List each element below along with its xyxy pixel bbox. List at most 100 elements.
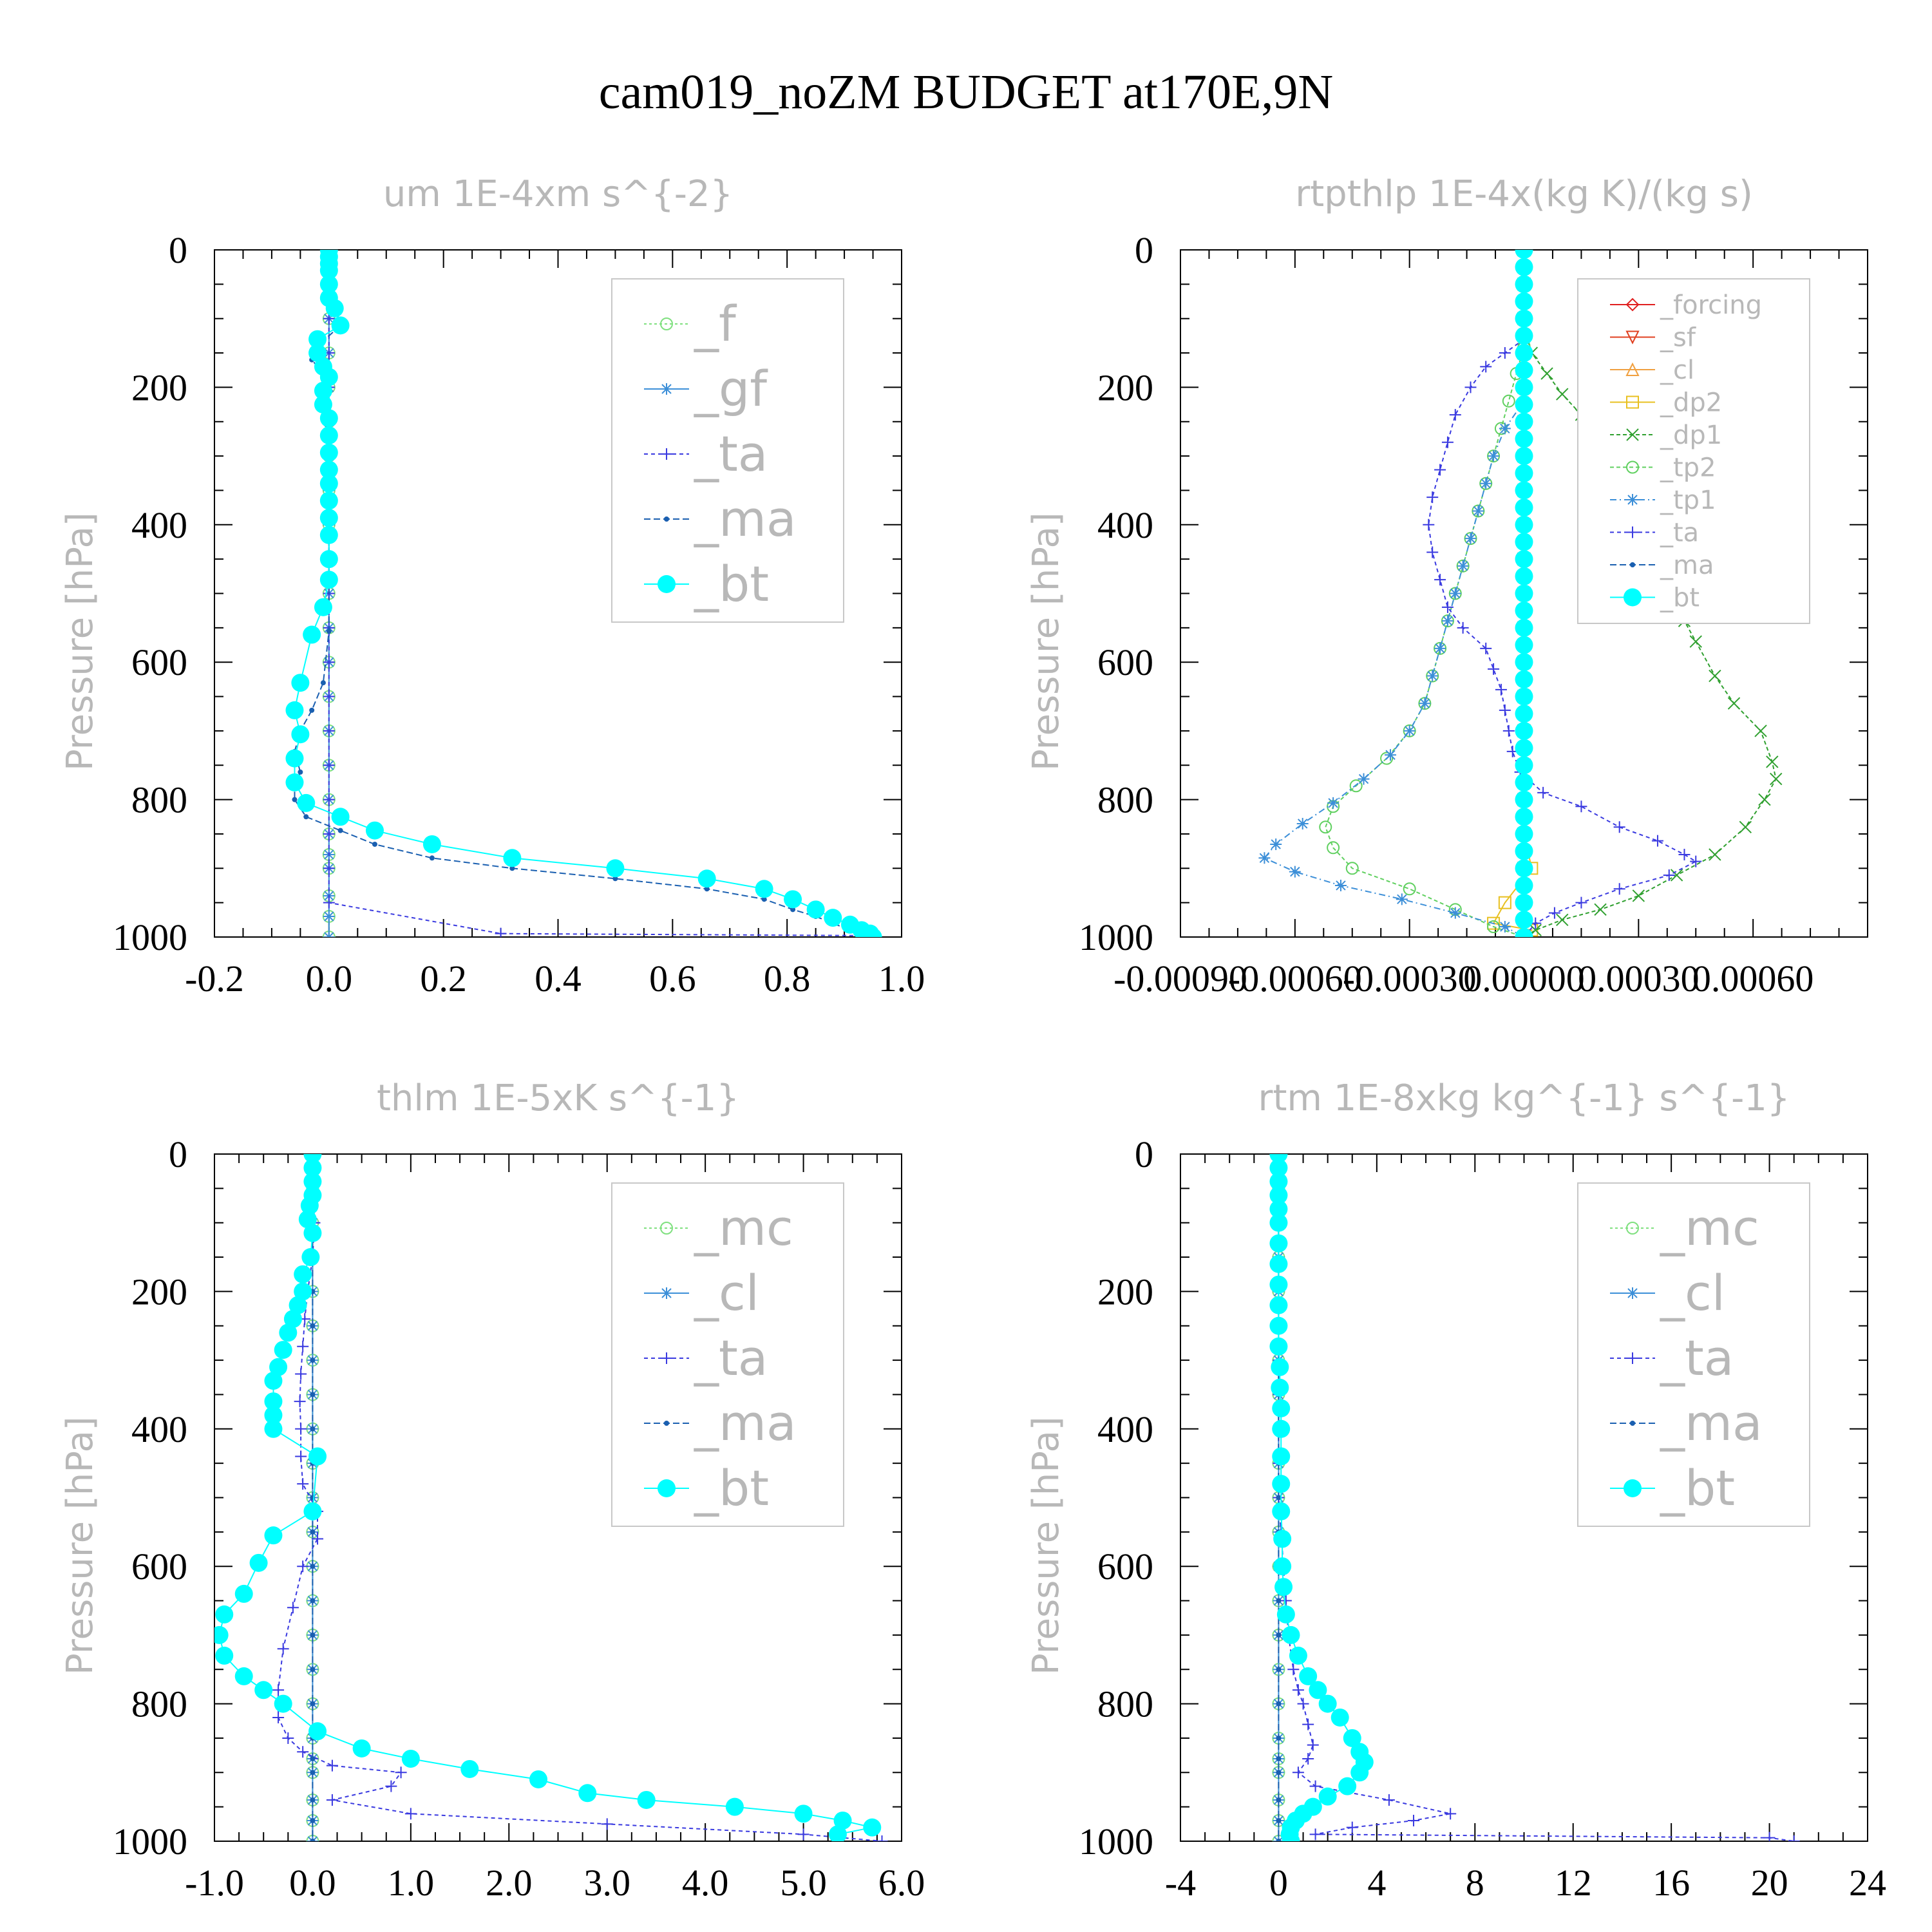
marker-ma	[1276, 1701, 1282, 1707]
marker-bt	[1515, 721, 1533, 740]
marker-ma	[1276, 1797, 1282, 1803]
x-tick-label: -0.2	[185, 958, 244, 999]
legend-item: _forcing	[1610, 290, 1762, 320]
marker-bt	[319, 261, 338, 280]
marker-bt	[1515, 842, 1533, 860]
marker-ta	[1548, 907, 1560, 919]
legend-label: _tp1	[1660, 486, 1716, 515]
marker-bt	[301, 1248, 320, 1267]
marker-ma	[310, 1701, 316, 1707]
panel-1: um 1E-4xm s^{-2} Pressure [hPa] 0 200 400 600…	[59, 173, 925, 999]
marker-ta	[272, 1711, 285, 1723]
marker-ta	[1280, 1595, 1292, 1607]
marker-dp1	[1556, 388, 1569, 401]
marker-bt	[331, 808, 350, 826]
y-tick-label: 0	[1135, 229, 1153, 271]
marker-ta	[1488, 663, 1500, 675]
marker-bt	[319, 491, 338, 510]
marker-dp1	[1594, 903, 1607, 916]
legend-marker	[1627, 526, 1638, 538]
legend-marker	[1627, 1287, 1638, 1299]
marker-bt	[1515, 464, 1533, 482]
marker-bt	[269, 1358, 288, 1376]
legend-marker	[1630, 1421, 1635, 1426]
x-tick-label: -0.00030	[1343, 958, 1477, 999]
marker-ta	[1502, 724, 1515, 737]
marker-bt	[303, 1502, 322, 1520]
marker-bt	[1515, 790, 1533, 809]
legend-box	[1577, 278, 1810, 624]
marker-ta	[1441, 436, 1454, 448]
x-tick-label: 6.0	[878, 1862, 925, 1904]
marker-ma	[612, 876, 618, 882]
y-tick-label: 400	[1097, 504, 1153, 546]
marker-bt	[824, 909, 842, 927]
marker-bt	[1515, 670, 1533, 688]
legend-marker	[1626, 1222, 1639, 1235]
marker-bt	[308, 1722, 327, 1741]
y-tick-label: 200	[1097, 366, 1153, 408]
marker-bt	[1273, 1530, 1292, 1548]
y-tick-label: 1000	[113, 916, 187, 958]
legend-marker	[658, 575, 676, 593]
legend-marker	[1626, 428, 1639, 441]
legend-label: _ma	[694, 1394, 797, 1452]
marker-ma	[310, 1529, 316, 1535]
marker-ta	[297, 1340, 309, 1352]
marker-bt	[298, 1210, 317, 1229]
marker-gf	[323, 910, 335, 922]
marker-ma	[509, 866, 515, 871]
marker-ma	[310, 1632, 316, 1638]
marker-ma	[310, 1770, 316, 1776]
marker-bt	[1515, 636, 1533, 654]
marker-ma	[320, 680, 326, 686]
marker-ta	[323, 690, 335, 703]
marker-bt	[234, 1584, 253, 1603]
marker-bt	[279, 1323, 298, 1342]
y-tick-label: 800	[131, 1683, 187, 1725]
panel-title: rtm 1E-8xkg kg^{-1} s^{-1}	[1258, 1077, 1790, 1119]
marker-bt	[755, 880, 773, 898]
legend-label: _ta	[694, 425, 768, 482]
marker-ta	[1423, 518, 1435, 531]
marker-bt	[1515, 395, 1533, 414]
marker-ma	[1276, 1817, 1282, 1823]
x-tick-label: 24	[1849, 1862, 1886, 1904]
marker-ta	[1495, 683, 1507, 696]
marker-bt	[503, 849, 522, 867]
marker-tp1	[1449, 587, 1461, 600]
marker-ma	[310, 1598, 316, 1604]
plot-area	[214, 1154, 888, 1841]
marker-ta	[1426, 491, 1439, 504]
marker-bt	[422, 835, 441, 853]
marker-bt	[1271, 1378, 1289, 1397]
legend-label: _bt	[1660, 583, 1700, 613]
marker-tp1	[1472, 505, 1484, 517]
marker-ma	[326, 629, 332, 634]
marker-tp1	[1296, 817, 1309, 829]
marker-bt	[1515, 705, 1533, 723]
marker-ma	[429, 855, 435, 861]
marker-ta	[1309, 1780, 1321, 1792]
x-tick-label: 1.0	[878, 958, 925, 999]
marker-bt	[285, 773, 304, 791]
legend: _f _gf _ta _ma _bt	[611, 278, 844, 623]
marker-ta	[876, 1835, 888, 1841]
legend: _mc _cl _ta _ma _bt	[1577, 1182, 1810, 1527]
marker-ma	[1276, 1839, 1282, 1841]
marker-tp1	[1434, 642, 1446, 654]
legend-label: _forcing	[1660, 290, 1762, 320]
marker-dp1	[1766, 755, 1779, 768]
y-tick-label: 200	[131, 1271, 187, 1312]
y-axis-label: Pressure [hPa]	[1025, 1416, 1067, 1675]
marker-bt	[319, 509, 338, 527]
marker-ta	[1307, 1739, 1319, 1751]
legend-item: _ta	[1610, 1329, 1734, 1387]
legend-label: _sf	[1660, 323, 1696, 353]
x-tick-label: 0	[1269, 1862, 1288, 1904]
marker-bt	[319, 526, 338, 544]
marker-bt	[578, 1784, 597, 1803]
marker-ma	[310, 1392, 316, 1397]
legend-box	[611, 1182, 844, 1527]
marker-ta	[323, 896, 335, 909]
